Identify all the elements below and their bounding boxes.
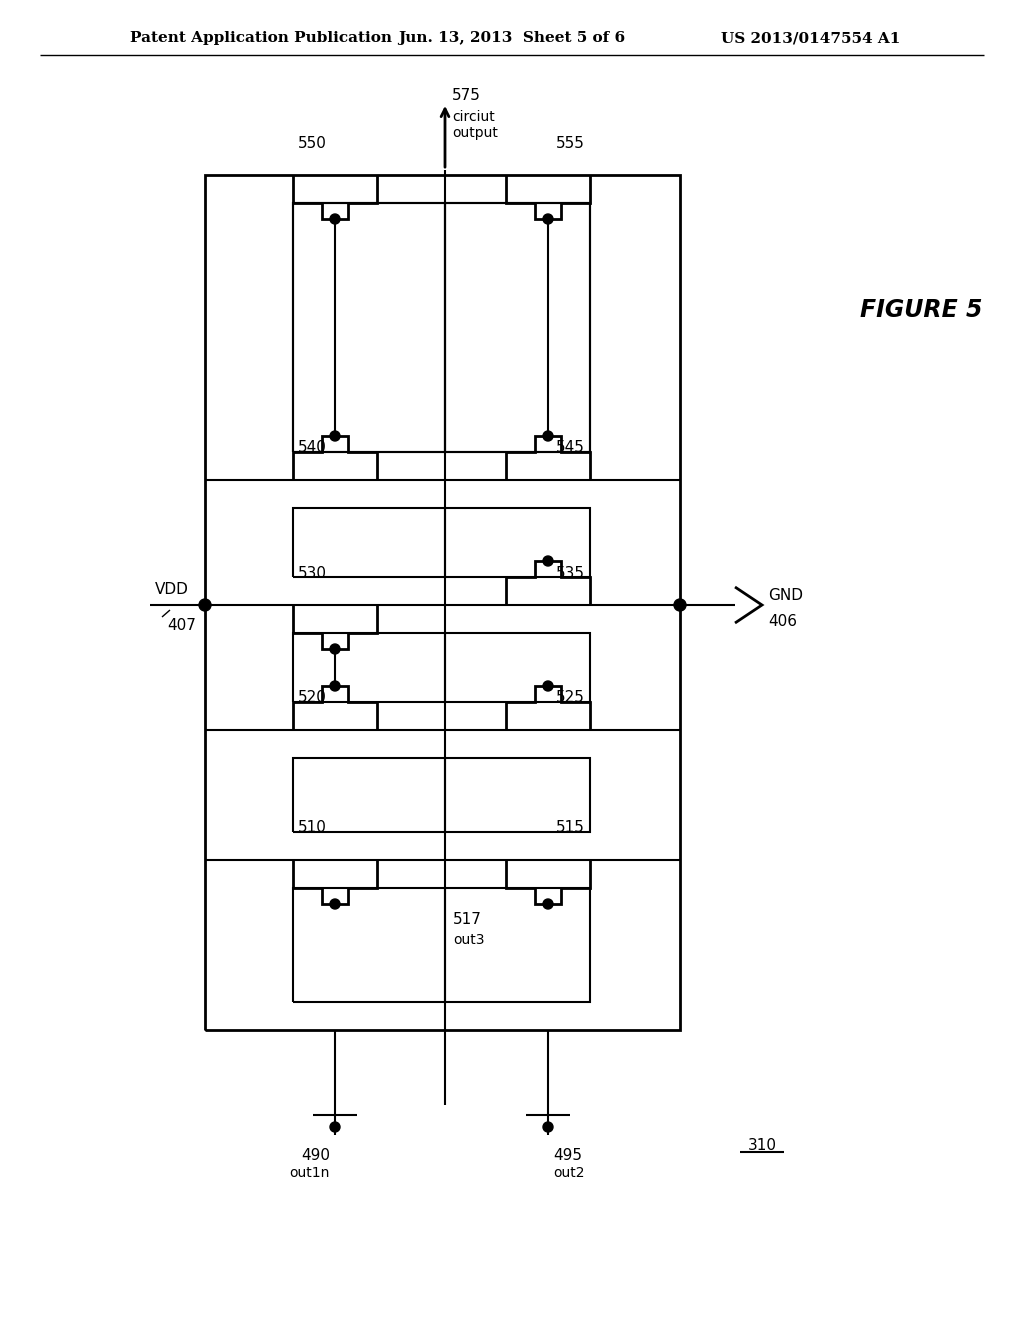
- Text: 406: 406: [768, 614, 797, 628]
- Text: circiut: circiut: [452, 110, 495, 124]
- Text: GND: GND: [768, 587, 803, 602]
- Text: 515: 515: [556, 821, 585, 836]
- Circle shape: [330, 644, 340, 653]
- Circle shape: [543, 556, 553, 566]
- Circle shape: [674, 599, 686, 611]
- Circle shape: [330, 214, 340, 224]
- Text: 540: 540: [298, 441, 327, 455]
- Text: 535: 535: [556, 565, 585, 581]
- Circle shape: [199, 599, 211, 611]
- Text: 575: 575: [452, 87, 481, 103]
- Text: 520: 520: [298, 690, 327, 705]
- Text: 310: 310: [748, 1138, 776, 1152]
- Text: 407: 407: [167, 618, 196, 632]
- Text: 555: 555: [556, 136, 585, 150]
- Circle shape: [330, 1122, 340, 1133]
- Text: 495: 495: [553, 1147, 582, 1163]
- Text: output: output: [452, 125, 498, 140]
- Circle shape: [543, 899, 553, 909]
- Text: out2: out2: [553, 1166, 585, 1180]
- Text: 490: 490: [301, 1147, 330, 1163]
- Text: 517: 517: [453, 912, 482, 928]
- Text: VDD: VDD: [155, 582, 188, 597]
- Text: 530: 530: [298, 565, 327, 581]
- Text: out1n: out1n: [290, 1166, 330, 1180]
- Text: 525: 525: [556, 690, 585, 705]
- Circle shape: [543, 214, 553, 224]
- Text: US 2013/0147554 A1: US 2013/0147554 A1: [721, 30, 900, 45]
- Circle shape: [330, 432, 340, 441]
- Circle shape: [543, 681, 553, 690]
- Text: 510: 510: [298, 821, 327, 836]
- Circle shape: [543, 432, 553, 441]
- Text: out3: out3: [453, 933, 484, 946]
- Text: 545: 545: [556, 441, 585, 455]
- Circle shape: [330, 681, 340, 690]
- Circle shape: [543, 1122, 553, 1133]
- Text: Jun. 13, 2013  Sheet 5 of 6: Jun. 13, 2013 Sheet 5 of 6: [398, 30, 626, 45]
- Circle shape: [330, 899, 340, 909]
- Text: Patent Application Publication: Patent Application Publication: [130, 30, 392, 45]
- Text: FIGURE 5: FIGURE 5: [860, 298, 982, 322]
- Text: 550: 550: [298, 136, 327, 150]
